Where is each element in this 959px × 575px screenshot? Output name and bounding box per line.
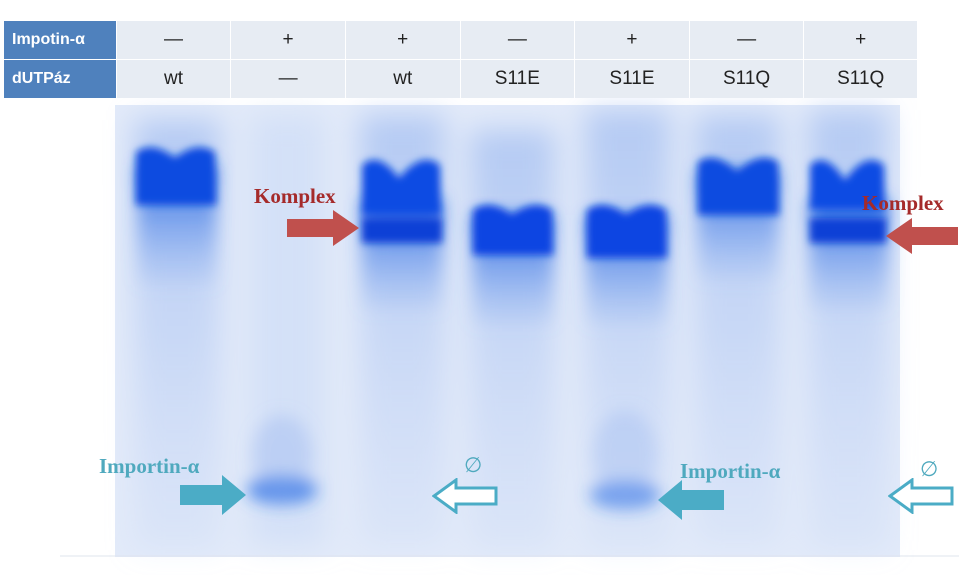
- lane-4-smear: [470, 130, 555, 550]
- table-cell: +: [231, 21, 345, 59]
- table-cell: wt: [345, 60, 460, 98]
- table-cell: —: [460, 21, 575, 59]
- table-cell: —: [689, 21, 804, 59]
- hollow-arrow-left-icon: [432, 478, 498, 514]
- table-cell: —: [231, 60, 345, 98]
- hollow-arrow-right-icon: [888, 478, 954, 514]
- table-cell: wt: [116, 60, 231, 98]
- lane-5-band: [587, 205, 667, 258]
- komplex-arrow-left-icon: [287, 210, 359, 246]
- row-header-dutpase: dUTPáz: [4, 60, 116, 98]
- row-header-importin: Impotin-α: [4, 21, 116, 59]
- table-cell: S11E: [460, 60, 575, 98]
- importin-label-right: Importin-α: [680, 459, 781, 483]
- table-row-importin: Impotin-α — + + — + — +: [4, 21, 918, 59]
- table-cell: —: [116, 21, 231, 59]
- table-cell: +: [345, 21, 460, 59]
- komplex-label-left: Komplex: [254, 184, 336, 208]
- lane-6-band: [698, 157, 779, 215]
- table-cell: +: [575, 21, 689, 59]
- table-cell: S11Q: [804, 60, 918, 98]
- table-cell: +: [804, 21, 918, 59]
- sample-table: Impotin-α — + + — + — + dUTPáz wt — wt S…: [4, 21, 918, 98]
- importin-label-left: Importin-α: [99, 454, 200, 478]
- lane-1-band: [136, 147, 216, 205]
- komplex-arrow-right-icon: [886, 218, 958, 254]
- komplex-label-right: Komplex: [862, 191, 944, 215]
- importin-arrow-right-icon: [658, 480, 724, 520]
- empty-set-label-right: ∅: [920, 457, 939, 481]
- lane-3-band-lower: [362, 218, 442, 243]
- table-cell: S11Q: [689, 60, 804, 98]
- table-cell: S11E: [575, 60, 689, 98]
- table-row-dutpase: dUTPáz wt — wt S11E S11E S11Q S11Q: [4, 60, 918, 98]
- lane-3-band-upper: [362, 159, 441, 215]
- lane-4-band: [473, 205, 553, 255]
- importin-arrow-left-icon: [180, 475, 246, 515]
- empty-set-label-left: ∅: [464, 453, 483, 477]
- lane-7-band-lower: [810, 218, 886, 243]
- lane-7-band-upper: [810, 160, 885, 210]
